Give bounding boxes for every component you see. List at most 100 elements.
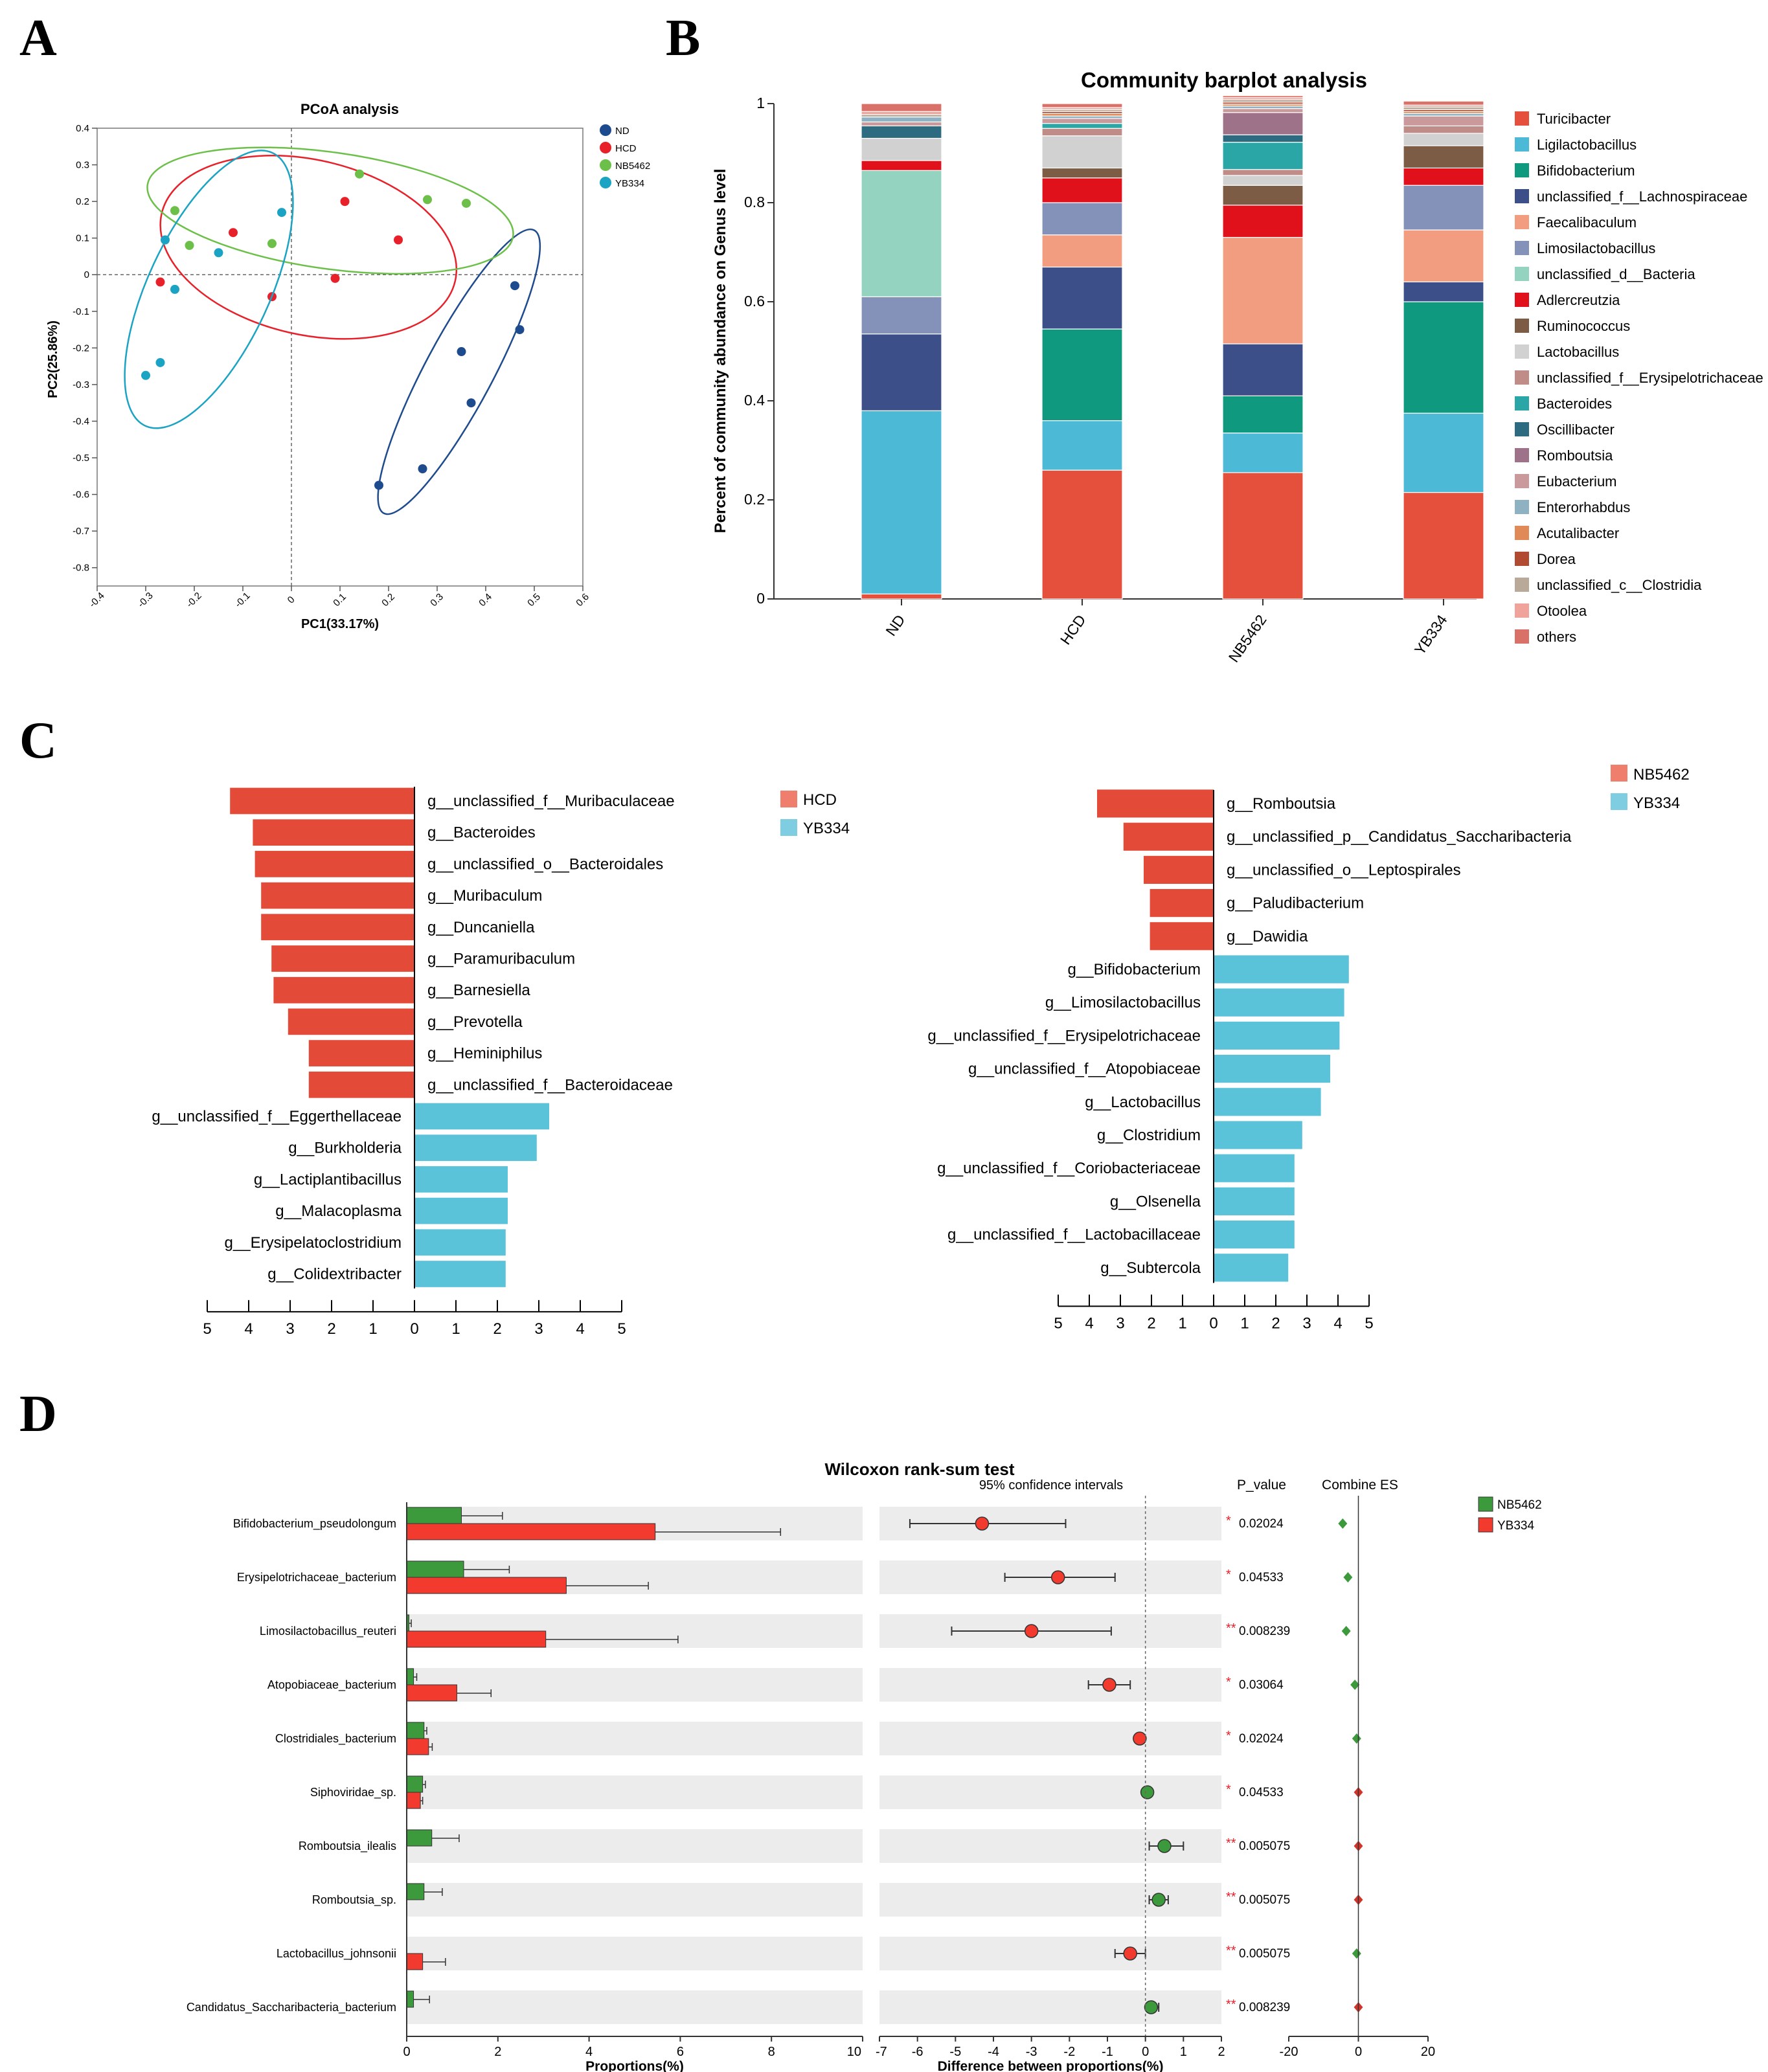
lda-legend-swatch-nb5462 [1611, 765, 1627, 782]
pcoa-ellipse-hcd [159, 155, 458, 340]
effect-size-marker [1338, 1518, 1348, 1529]
stacked-bar-segment [1041, 328, 1123, 422]
pcoa-point-nd [515, 325, 525, 335]
lda-bar [230, 787, 414, 815]
proportion-bar-nb5462 [406, 1668, 414, 1685]
lda-x-tick-label: 5 [1054, 1314, 1062, 1332]
lda-bar [271, 945, 414, 972]
difference-point [1151, 1893, 1166, 1907]
stacked-bar-segment [1041, 118, 1123, 124]
lda-legend-swatch-yb334 [1611, 793, 1627, 810]
lda-bar [414, 1197, 508, 1224]
lda-x-tick-label: 2 [1147, 1314, 1155, 1332]
pcoa-point-nd [418, 464, 427, 474]
stacked-bar-segment [1041, 469, 1123, 600]
difference-row-band [879, 1668, 1221, 1702]
pcoa-point-hcd [155, 277, 165, 287]
proportion-bar-yb334 [406, 1792, 421, 1809]
lda-x-tick-label: 5 [1365, 1314, 1373, 1332]
lda-bar [1214, 1021, 1340, 1050]
significance-stars: * [1226, 1514, 1231, 1528]
lda-bar [414, 1103, 549, 1130]
pcoa-y-tick-label: -0.7 [73, 526, 89, 537]
barplot-legend-swatch [1515, 448, 1529, 462]
lda-bar [1214, 988, 1344, 1017]
pcoa-y-tick-label: -0.8 [73, 563, 89, 574]
barplot-legend-swatch [1515, 578, 1529, 592]
panel-a-pcoa: PCoA analysis -0.4 -0.3 -0.2 -0.1 0 0.1 0.2 0.3 0… [46, 101, 650, 631]
stacked-bar-segment [1403, 185, 1484, 231]
barplot-legend-swatch [1515, 241, 1529, 255]
proportion-row-band [407, 1990, 863, 2024]
proportion-row-band [407, 1668, 863, 1702]
barplot-legend-label: Acutalibacter [1537, 525, 1619, 541]
lda-bar [1214, 1121, 1302, 1149]
lda-bar [1214, 1088, 1321, 1116]
lda-x-tick-label: 1 [451, 1320, 460, 1338]
lda-label: g__Bifidobacterium [1068, 961, 1201, 978]
pcoa-x-axis-label: PC1(33.17%) [301, 617, 379, 631]
barplot-x-tick-label: ND [882, 612, 908, 639]
pcoa-point-nd [374, 480, 383, 490]
p-value: 0.005075 [1239, 1947, 1290, 1961]
pcoa-point-nb5462 [423, 195, 432, 205]
difference-point [1024, 1624, 1039, 1638]
lda-legend-label: YB334 [1633, 794, 1680, 812]
pcoa-y-tick-label: -0.4 [73, 416, 89, 427]
lda-x-tick-label: 3 [286, 1320, 294, 1338]
pcoa-point-nb5462 [355, 169, 364, 179]
barplot-legend-label: unclassified_f__Erysipelotrichaceae [1537, 370, 1763, 386]
significance-stars: * [1226, 1783, 1231, 1797]
lda-x-tick-label: 0 [410, 1320, 418, 1338]
proportion-bar-nb5462 [406, 1507, 462, 1524]
pcoa-legend-swatch [600, 124, 611, 136]
barplot-y-tick-label: 0 [756, 590, 765, 607]
lda-bar [1214, 1221, 1295, 1249]
lda-label: g__unclassified_f__Bacteroidaceae [427, 1076, 673, 1094]
p-value: 0.02024 [1239, 1732, 1284, 1746]
stacked-bar-segment [1403, 133, 1484, 146]
lda-x-tick-label: 4 [1085, 1314, 1093, 1332]
lda-x-tick-label: 4 [1333, 1314, 1342, 1332]
barplot-legend-swatch [1515, 629, 1529, 644]
pcoa-x-tick-label: -0.2 [184, 590, 203, 609]
barplot-legend-swatch [1515, 189, 1529, 203]
barplot-legend-swatch [1515, 526, 1529, 540]
stacked-bar-segment [1403, 229, 1484, 283]
lda-legend-swatch-yb334 [780, 819, 797, 836]
lda-x-tick-label: 3 [534, 1320, 543, 1338]
pcoa-point-hcd [340, 197, 350, 207]
pcoa-point-nb5462 [267, 239, 277, 249]
stacked-bar-segment [861, 160, 942, 171]
proportion-bar-nb5462 [406, 1775, 424, 1793]
lda-bar [253, 819, 414, 846]
wilcoxon-legend-swatch-yb334 [1478, 1517, 1493, 1533]
proportion-bar-yb334 [406, 1577, 567, 1594]
taxon-label: Candidatus_Saccharibacteria_bacterium [187, 2001, 396, 2014]
stacked-bar-segment [1222, 95, 1304, 98]
lda-x-tick-label: 4 [244, 1320, 253, 1338]
lda-x-tick-label: 1 [1240, 1314, 1249, 1332]
pcoa-point-hcd [229, 228, 238, 238]
barplot-legend-label: Enterorhabdus [1537, 499, 1630, 515]
proportion-x-tick-label: 2 [494, 2045, 501, 2059]
difference-row-band [879, 1937, 1221, 1970]
effect-size-marker [1350, 1680, 1360, 1690]
stacked-bar-segment [1403, 491, 1484, 600]
difference-x-tick-label: -5 [949, 2045, 961, 2059]
difference-x-tick-label: -4 [988, 2045, 999, 2059]
difference-point [975, 1516, 990, 1531]
p-value: 0.005075 [1239, 1840, 1290, 1853]
pcoa-point-hcd [330, 273, 340, 283]
p-value: 0.008239 [1239, 2001, 1290, 2014]
pcoa-legend-label: YB334 [615, 178, 644, 189]
barplot-x-tick-label: HCD [1057, 612, 1089, 648]
barplot-legend-swatch [1515, 344, 1529, 359]
pcoa-x-tick-label: -0.4 [87, 590, 106, 609]
stacked-bar-segment [1403, 281, 1484, 302]
lda-bar [1123, 822, 1214, 851]
lda-x-tick-label: 2 [493, 1320, 501, 1338]
wilcoxon-title: Wilcoxon rank-sum test [824, 1459, 1014, 1479]
proportion-x-tick-label: 0 [403, 2045, 410, 2059]
